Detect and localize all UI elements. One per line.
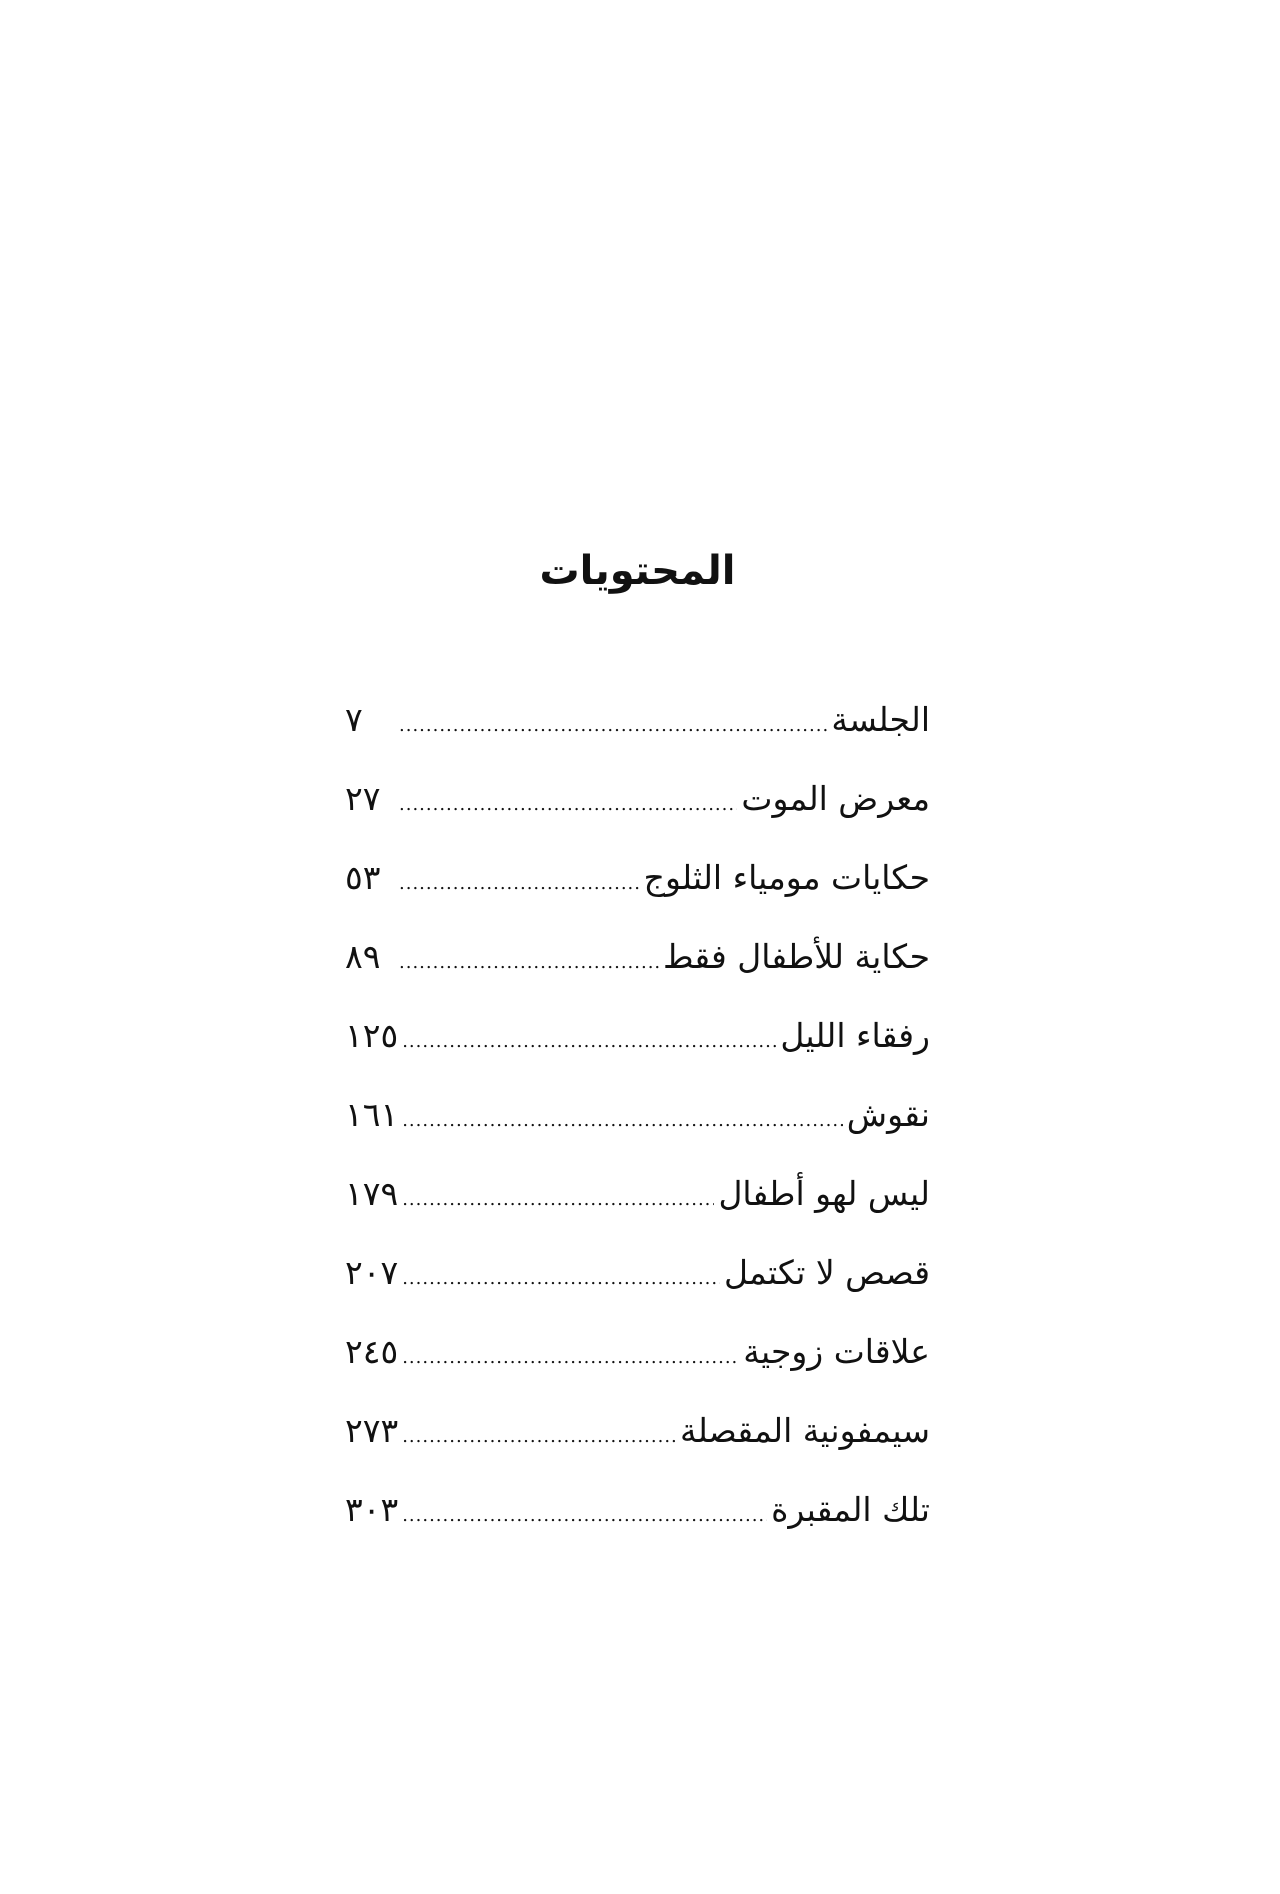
entry-page-number: ٣٠٣ <box>345 1490 399 1529</box>
entry-title: حكايات مومياء الثلوج <box>643 858 930 897</box>
toc-entry: سيمفونية المقصلة ٢٧٣ <box>345 1411 930 1490</box>
dot-leader <box>399 794 737 815</box>
toc-entry: الجلسة ٧ <box>345 700 930 779</box>
dot-leader <box>402 1031 776 1052</box>
entry-page-number: ٢٠٧ <box>345 1253 399 1292</box>
table-of-contents: الجلسة ٧ معرض الموت ٢٧ حكايات مومياء الثلوج ٥… <box>345 700 930 1569</box>
dot-leader <box>399 715 827 736</box>
toc-entry: معرض الموت ٢٧ <box>345 779 930 858</box>
toc-entry: قصص لا تكتمل ٢٠٧ <box>345 1253 930 1332</box>
entry-title: رفقاء الليل <box>780 1016 930 1055</box>
entry-page-number: ١٧٩ <box>345 1174 399 1213</box>
entry-title: علاقات زوجية <box>743 1332 930 1371</box>
dot-leader <box>402 1347 739 1368</box>
toc-entry: رفقاء الليل ١٢٥ <box>345 1016 930 1095</box>
page-title: المحتويات <box>539 548 736 594</box>
dot-leader <box>399 873 640 894</box>
toc-entry: نقوش ١٦١ <box>345 1095 930 1174</box>
toc-entry: علاقات زوجية ٢٤٥ <box>345 1332 930 1411</box>
toc-entry: تلك المقبرة ٣٠٣ <box>345 1490 930 1569</box>
entry-page-number: ٨٩ <box>345 937 381 976</box>
entry-page-number: ٢٧٣ <box>345 1411 399 1450</box>
entry-page-number: ٥٣ <box>345 858 381 897</box>
entry-page-number: ١٢٥ <box>345 1016 399 1055</box>
entry-title: قصص لا تكتمل <box>723 1253 930 1292</box>
entry-title: حكاية للأطفال فقط <box>662 937 930 976</box>
dot-leader <box>402 1505 767 1526</box>
dot-leader <box>402 1189 714 1210</box>
entry-title: سيمفونية المقصلة <box>680 1411 930 1450</box>
entry-page-number: ١٦١ <box>345 1095 399 1134</box>
dot-leader <box>402 1268 720 1289</box>
dot-leader <box>402 1110 843 1131</box>
entry-page-number: ٧ <box>345 700 363 739</box>
entry-page-number: ٢٤٥ <box>345 1332 399 1371</box>
dot-leader <box>402 1426 676 1447</box>
toc-entry: حكاية للأطفال فقط ٨٩ <box>345 937 930 1016</box>
entry-title: معرض الموت <box>741 779 930 818</box>
toc-entry: ليس لهو أطفال ١٧٩ <box>345 1174 930 1253</box>
entry-title: تلك المقبرة <box>771 1490 930 1529</box>
entry-title: ليس لهو أطفال <box>718 1174 930 1213</box>
entry-title: نقوش <box>846 1095 930 1134</box>
dot-leader <box>399 952 659 973</box>
entry-title: الجلسة <box>831 700 930 739</box>
entry-page-number: ٢٧ <box>345 779 381 818</box>
toc-entry: حكايات مومياء الثلوج ٥٣ <box>345 858 930 937</box>
